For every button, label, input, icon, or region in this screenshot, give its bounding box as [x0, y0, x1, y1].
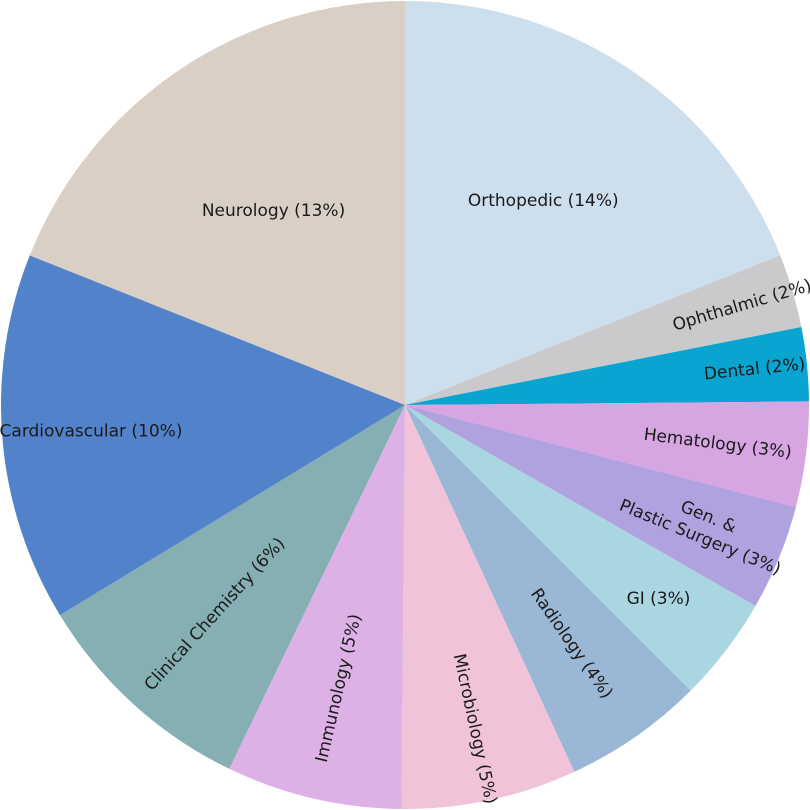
- pie-slice: [405, 255, 802, 405]
- pie-slice: [229, 405, 405, 809]
- slice-label: Neurology (13%): [202, 201, 345, 221]
- pie-slice: [405, 327, 809, 405]
- pie-slice: [405, 401, 809, 508]
- slice-label: GI (3%): [627, 589, 691, 609]
- pie-slice: [1, 255, 405, 616]
- pie-slice: [59, 405, 405, 769]
- pie-slice: [405, 405, 691, 772]
- pie-slice: [401, 405, 575, 809]
- pie-slice: [405, 405, 796, 606]
- pie-slice: [405, 405, 756, 691]
- pie-slice: [29, 1, 406, 405]
- pie-slice: [405, 1, 781, 405]
- slice-label: Cardiovascular (10%): [0, 421, 182, 441]
- slice-label: Orthopedic (14%): [468, 191, 619, 211]
